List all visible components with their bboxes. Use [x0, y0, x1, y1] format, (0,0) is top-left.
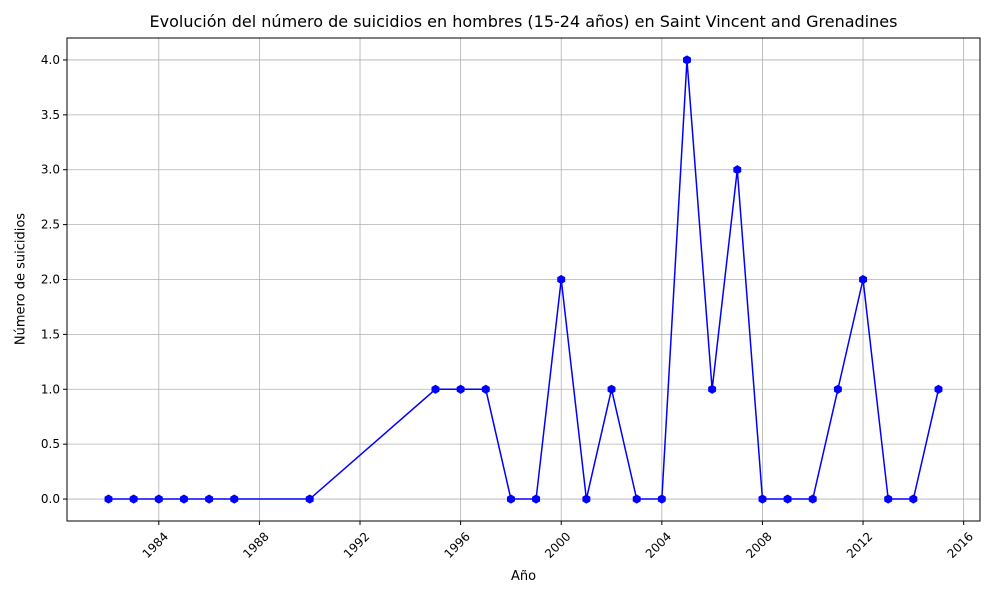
- data-point: [506, 494, 515, 504]
- data-point: [783, 494, 792, 504]
- data-point: [305, 494, 314, 504]
- y-tick-label: 3.5: [41, 108, 60, 122]
- data-point: [129, 494, 138, 504]
- data-point: [909, 494, 918, 504]
- x-tick-label: 2000: [542, 529, 573, 560]
- x-tick-label: 2012: [844, 529, 875, 560]
- y-tick-label: 1.5: [41, 327, 60, 341]
- data-point: [230, 494, 239, 504]
- data-point: [456, 384, 465, 394]
- data-point: [179, 494, 188, 504]
- x-tick-label: 1988: [240, 529, 271, 560]
- y-tick-label: 3.0: [41, 163, 60, 177]
- series-line: [108, 59, 940, 500]
- data-point: [758, 494, 767, 504]
- data-point: [859, 274, 868, 285]
- x-tick-label: 2008: [743, 529, 774, 560]
- y-tick-label: 0.0: [41, 492, 60, 506]
- y-tick-label: 2.5: [41, 218, 60, 232]
- y-tick-label: 0.5: [41, 437, 60, 451]
- x-tick-label: 1992: [341, 529, 372, 560]
- data-point: [532, 494, 541, 504]
- data-point: [733, 165, 742, 175]
- x-axis-label: Año: [510, 569, 537, 584]
- x-tick-label: 1984: [140, 529, 171, 560]
- x-tick-label: 1996: [441, 529, 472, 560]
- chart-title: Evolución del número de suicidios en hom…: [149, 12, 898, 31]
- y-axis-label: Número de suicidios: [13, 212, 29, 346]
- y-tick-label: 1.0: [41, 382, 60, 396]
- data-point: [104, 494, 113, 504]
- data-point: [205, 494, 214, 504]
- data-point: [582, 494, 591, 504]
- x-tick-label: 2016: [944, 529, 975, 560]
- data-point: [557, 274, 566, 285]
- data-point: [481, 384, 490, 394]
- data-point: [632, 494, 641, 504]
- y-tick-label: 4.0: [41, 53, 60, 67]
- data-point: [833, 384, 842, 394]
- data-point: [154, 494, 163, 504]
- data-point: [431, 384, 440, 394]
- data-point: [884, 494, 893, 504]
- data-point: [708, 384, 717, 394]
- data-point: [607, 384, 616, 394]
- data-point: [683, 55, 691, 65]
- x-tick-label: 2004: [643, 529, 674, 560]
- y-tick-label: 2.0: [41, 273, 60, 287]
- data-point: [934, 384, 943, 394]
- data-point: [657, 494, 666, 504]
- data-point: [808, 494, 817, 504]
